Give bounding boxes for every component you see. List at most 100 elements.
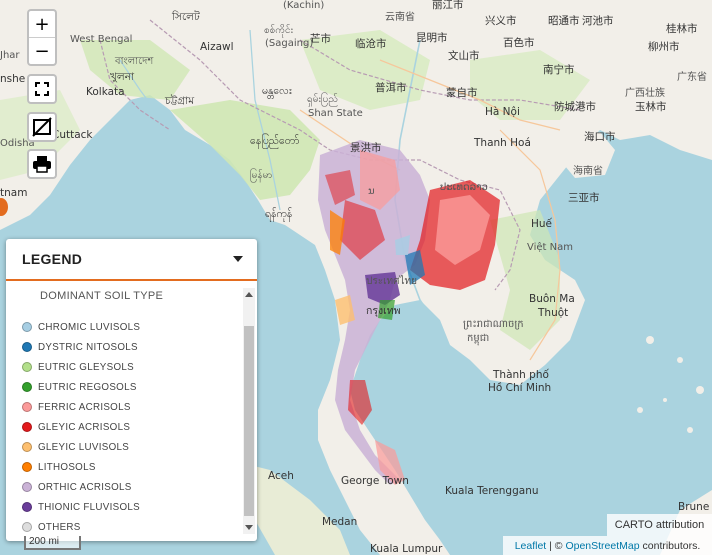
- map-label-yulin: 玉林市: [635, 100, 667, 113]
- map-label-kolkata: Kolkata: [86, 86, 125, 98]
- legend-swatch: [22, 362, 32, 372]
- map-label-guangdong: 广东省: [677, 70, 707, 83]
- legend-item-label: GLEYIC LUVISOLS: [38, 441, 130, 453]
- soil-type-layer[interactable]: [318, 140, 500, 485]
- legend-swatch: [22, 462, 32, 472]
- map-label-sillet: সিলেট: [171, 10, 201, 23]
- map-label-wenshan: 文山市: [448, 49, 480, 62]
- legend-item-label: OTHERS: [38, 521, 81, 533]
- printer-icon: [33, 156, 51, 173]
- map-label-thuot: Thuột: [537, 307, 568, 319]
- map-label-chattogram: চট্টগ্রাম: [164, 94, 195, 107]
- map-label-hcmc1: Thành phố: [492, 369, 549, 381]
- map-label-jhar: Jhar: [0, 50, 20, 61]
- map-label-fangcheng: 防城港市: [554, 100, 596, 113]
- legend-item: DYSTRIC NITOSOLS: [22, 337, 140, 357]
- legend-panel: LEGEND DOMINANT SOIL TYPE CHROMIC LUVISO…: [6, 239, 257, 541]
- legend-swatch: [22, 482, 32, 492]
- map-label-thailand: ประเทศไทย: [366, 275, 417, 287]
- legend-item: EUTRIC GLEYSOLS: [22, 357, 140, 377]
- map-label-hue: Huế: [531, 218, 553, 230]
- legend-swatch: [22, 402, 32, 412]
- legend-item: LITHOSOLS: [22, 457, 140, 477]
- fullscreen-icon: [35, 82, 49, 96]
- map-label-sagaing-mm: စစ်ကိုင်း: [264, 23, 294, 38]
- map-label-haikou: 海口市: [584, 130, 616, 143]
- map-label-kuala-l: Kuala Lumpur: [370, 543, 443, 555]
- legend-body: DOMINANT SOIL TYPE CHROMIC LUVISOLS DYSTR…: [6, 284, 257, 537]
- map-label-yangon: ရန်ကုန်: [265, 207, 292, 222]
- legend-swatch: [22, 502, 32, 512]
- map-label-guangxi: 广西壮族: [625, 86, 665, 99]
- map-label-shan-state: Shan State: [308, 108, 363, 119]
- legend-header[interactable]: LEGEND: [6, 239, 257, 281]
- carto-attribution[interactable]: CARTO attribution: [607, 514, 712, 536]
- map-label-lijiang: 丽江市: [432, 0, 464, 11]
- zoom-out-button[interactable]: −: [29, 37, 55, 64]
- map-label-sagaing: (Sagaing): [265, 38, 313, 49]
- location-marker[interactable]: [0, 198, 8, 216]
- scroll-down-icon[interactable]: [245, 525, 253, 530]
- legend-list: CHROMIC LUVISOLS DYSTRIC NITOSOLS EUTRIC G…: [22, 317, 140, 537]
- scale-bar: 200 mi: [24, 536, 81, 550]
- zoom-in-button[interactable]: +: [34, 13, 50, 35]
- map-label-laos-frag: ນ: [368, 186, 375, 197]
- map-label-hcmc2: Hồ Chí Minh: [488, 382, 551, 394]
- map-label-xingyi: 兴义市: [485, 14, 517, 27]
- osm-link[interactable]: OpenStreetMap: [565, 539, 640, 552]
- map-label-guilin: 桂林市: [666, 22, 698, 35]
- map-label-zhaotong: 昭通市: [548, 14, 580, 27]
- map-label-bangkok: กรุงเทพ: [366, 305, 401, 317]
- fullscreen-button[interactable]: [27, 74, 57, 104]
- map-label-buon-ma: Buôn Ma: [529, 293, 575, 305]
- legend-item-label: CHROMIC LUVISOLS: [38, 321, 141, 333]
- map-label-andhra: tnam: [0, 187, 27, 199]
- legend-swatch: [22, 342, 32, 352]
- legend-item: GLEYIC ACRISOLS: [22, 417, 140, 437]
- map-label-hechi: 河池市: [582, 14, 614, 27]
- legend-swatch: [22, 422, 32, 432]
- map-label-mengzi: 蒙自市: [446, 86, 478, 99]
- print-button[interactable]: [27, 149, 57, 179]
- attribution-contributors: contributors.: [639, 539, 701, 552]
- map-label-cambodia: ព្រះរាជាណាចក្រ: [463, 319, 524, 330]
- map-label-aceh: Aceh: [268, 470, 294, 482]
- map-label-west-bengal: West Bengal: [70, 34, 132, 45]
- leaflet-link[interactable]: Leaflet: [514, 539, 547, 552]
- map-label-thanh-hoa: Thanh Hoá: [473, 137, 531, 149]
- map-label-vietnam: Việt Nam: [527, 241, 573, 253]
- map-label-brune: Brune: [678, 501, 709, 513]
- chevron-down-icon[interactable]: [233, 256, 243, 262]
- layer-toggle-off-icon: [32, 117, 52, 137]
- map-label-hainan: 海南省: [573, 164, 603, 177]
- legend-item-label: LITHOSOLS: [38, 461, 96, 473]
- map-label-myanmar: မြန်မာ: [250, 167, 272, 183]
- map-label-bangladesh: বাংলাদেশ: [114, 56, 154, 67]
- map-label-laos: ປະເທດລາວ: [440, 182, 488, 193]
- scroll-thumb[interactable]: [244, 326, 254, 516]
- map-label-cuttack: Cuttack: [52, 129, 93, 141]
- legend-item: ORTHIC ACRISOLS: [22, 477, 140, 497]
- map-label-jinghong: 景洪市: [350, 141, 382, 154]
- map-label-naypyidaw: နေပြည်တော်: [250, 133, 299, 149]
- legend-scrollbar[interactable]: [243, 288, 255, 534]
- legend-item: THIONIC FLUVISOLS: [22, 497, 140, 517]
- legend-item-label: EUTRIC GLEYSOLS: [38, 361, 134, 373]
- map-label-kachin: (Kachin): [283, 0, 324, 11]
- map-label-liuzhou: 柳州市: [648, 40, 680, 53]
- legend-item: EUTRIC REGOSOLS: [22, 377, 140, 397]
- map-label-medan: Medan: [322, 516, 357, 528]
- map-label-shan: ရှမ်းပြည်: [307, 91, 338, 107]
- attribution-separator: | ©: [546, 539, 566, 552]
- legend-swatch: [22, 322, 32, 332]
- scroll-up-icon[interactable]: [245, 292, 253, 297]
- legend-item: CHROMIC LUVISOLS: [22, 317, 140, 337]
- legend-swatch: [22, 442, 32, 452]
- map-label-puer: 普洱市: [375, 81, 407, 94]
- map-label-baise: 百色市: [503, 36, 535, 49]
- legend-item-label: FERRIC ACRISOLS: [38, 401, 131, 413]
- legend-item-label: THIONIC FLUVISOLS: [38, 501, 140, 513]
- toggle-layer-button[interactable]: [27, 112, 57, 142]
- map-label-bangla-frag: nshe: [0, 73, 25, 85]
